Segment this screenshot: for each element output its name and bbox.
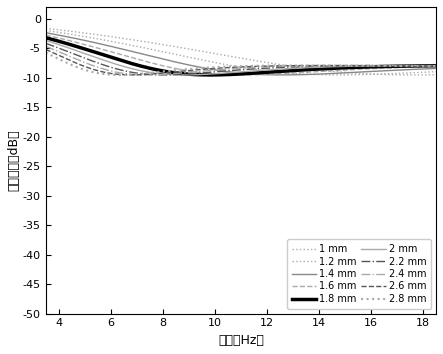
Y-axis label: 反射损失（dB）: 反射损失（dB） — [7, 130, 20, 191]
X-axis label: 频率（Hz）: 频率（Hz） — [218, 334, 264, 347]
Legend: 1 mm, 1.2 mm, 1.4 mm, 1.6 mm, 1.8 mm, 2 mm, 2.2 mm, 2.4 mm, 2.6 mm, 2.8 mm: 1 mm, 1.2 mm, 1.4 mm, 1.6 mm, 1.8 mm, 2 … — [287, 239, 431, 309]
